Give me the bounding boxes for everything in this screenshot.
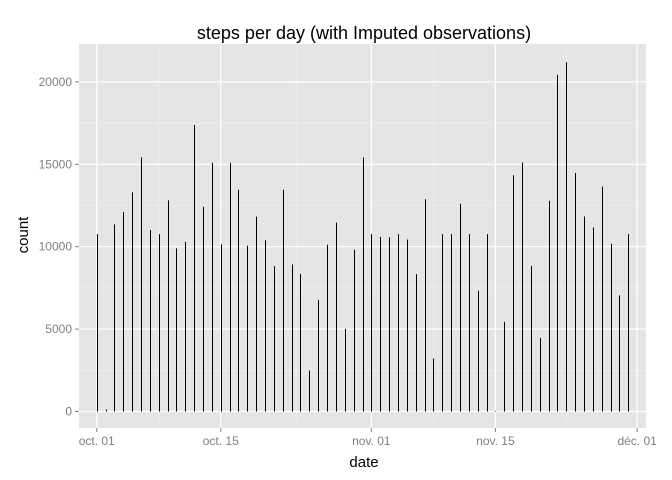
- y-tick-label: 0: [65, 405, 72, 419]
- x-tick-label: nov. 15: [476, 434, 515, 448]
- y-axis-title: count: [15, 216, 32, 254]
- bars: [97, 62, 629, 412]
- y-tick-label: 20000: [39, 75, 73, 89]
- x-axis-ticks: oct. 01 oct. 15 nov. 01 nov. 15 déc. 01: [79, 428, 657, 448]
- major-gridlines: [79, 44, 646, 428]
- x-axis-title: date: [349, 454, 378, 471]
- x-tick-label: oct. 15: [203, 434, 239, 448]
- y-tick-label: 5000: [45, 322, 72, 336]
- x-tick-label: nov. 01: [352, 434, 391, 448]
- chart-title: steps per day (with Imputed observations…: [197, 23, 531, 43]
- plot-panel: [79, 44, 646, 428]
- x-tick-label: déc. 01: [617, 434, 657, 448]
- y-axis-ticks: 0 5000 10000 15000 20000: [39, 75, 79, 419]
- y-tick-label: 15000: [39, 157, 73, 171]
- x-tick-label: oct. 01: [79, 434, 115, 448]
- y-tick-label: 10000: [39, 240, 73, 254]
